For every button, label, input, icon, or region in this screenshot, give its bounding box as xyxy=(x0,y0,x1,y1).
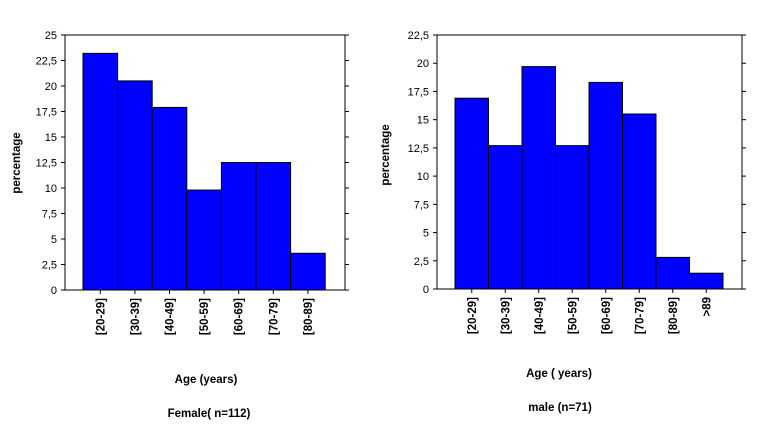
female-y-tick-label: 5 xyxy=(51,234,57,246)
male-x-tick-label: [70-79] xyxy=(634,297,646,334)
female-y-tick-label: 15 xyxy=(45,132,57,144)
female-bar xyxy=(220,162,257,291)
female-bar xyxy=(290,252,326,291)
male-y-axis-label: percentage xyxy=(380,124,392,185)
female-y-tick-label: 25 xyxy=(45,30,57,42)
female-bar xyxy=(151,106,188,291)
male-bar xyxy=(588,81,623,290)
female-x-tick-label: [60-69] xyxy=(234,298,246,335)
female-x-tick-label: [80-89] xyxy=(303,298,315,335)
male-y-tick-label: 5 xyxy=(423,228,429,240)
male-x-ticks: [20-29] [30-39] [40-49] [50-59] [60-69] [70-7… xyxy=(467,289,713,334)
female-y-ticks: 0 2,5 5 7,5 10 12,5 15 17,5 20 22,5 25 xyxy=(36,30,349,297)
female-x-tick-label: [50-59] xyxy=(199,298,211,335)
female-plot-frame xyxy=(64,34,346,291)
male-caption: male (n=71) xyxy=(528,402,592,414)
female-y-tick-label: 20 xyxy=(45,81,57,93)
male-y-tick-label: 12,5 xyxy=(408,143,429,155)
male-y-tick-label: 20 xyxy=(417,58,429,70)
female-x-axis-label: Age (years) xyxy=(175,374,238,386)
female-x-tick-label: [30-39] xyxy=(130,298,142,335)
male-bars xyxy=(454,66,724,290)
male-x-tick-label: [40-49] xyxy=(534,297,546,334)
female-y-tick-label: 2,5 xyxy=(42,260,57,272)
female-bar xyxy=(117,80,153,291)
female-y-tick-label: 12,5 xyxy=(36,158,57,170)
male-y-tick-label: 10 xyxy=(417,171,429,183)
male-y-tick-label: 17,5 xyxy=(408,86,429,98)
female-bar xyxy=(255,162,292,291)
male-y-ticks: 0 2,5 5 7,5 10 12,5 15 17,5 20 22,5 xyxy=(408,30,746,296)
female-x-tick-label: [70-79] xyxy=(268,298,280,335)
male-x-tick-label: [80-89] xyxy=(668,297,680,334)
female-y-tick-label: 22,5 xyxy=(36,56,57,68)
female-caption: Female( n=112) xyxy=(168,408,251,420)
male-y-tick-label: 7,5 xyxy=(414,199,429,211)
male-x-tick-label: [30-39] xyxy=(500,297,512,334)
male-x-axis-label: Age ( years) xyxy=(526,368,592,380)
female-x-tick-label: [20-29] xyxy=(95,298,107,335)
male-bar xyxy=(689,272,724,290)
male-y-tick-label: 0 xyxy=(423,284,429,296)
male-bar xyxy=(655,256,690,290)
female-chart: 0 2,5 5 7,5 10 12,5 15 17,5 20 22,5 25 [20-29] [30-… xyxy=(11,30,349,420)
male-bar xyxy=(521,66,556,290)
male-x-tick-label: >89 xyxy=(701,297,713,317)
male-bar xyxy=(488,145,523,290)
male-x-tick-label: [20-29] xyxy=(467,297,479,334)
male-x-tick-label: [60-69] xyxy=(601,297,613,334)
male-x-tick-label: [50-59] xyxy=(567,297,579,334)
male-y-tick-label: 15 xyxy=(417,115,429,127)
female-y-tick-label: 7,5 xyxy=(42,209,57,221)
female-bar xyxy=(82,52,119,291)
female-x-tick-label: [40-49] xyxy=(165,298,177,335)
male-y-tick-label: 22,5 xyxy=(408,30,429,42)
female-y-tick-label: 0 xyxy=(51,285,57,297)
female-bars xyxy=(82,52,326,291)
female-y-tick-label: 17,5 xyxy=(36,107,57,119)
male-bar xyxy=(622,113,657,290)
male-bar xyxy=(454,97,489,290)
male-chart: 0 2,5 5 7,5 10 12,5 15 17,5 20 22,5 [20-29] [30-39… xyxy=(380,30,746,414)
female-y-axis-label: percentage xyxy=(11,132,23,193)
male-y-tick-label: 2,5 xyxy=(414,256,429,268)
male-bar xyxy=(555,145,590,290)
male-plot-frame xyxy=(436,34,743,290)
female-y-tick-label: 10 xyxy=(45,183,57,195)
female-x-ticks: [20-29] [30-39] [40-49] [50-59] [60-69] [70-7… xyxy=(95,290,315,335)
female-bar xyxy=(186,189,222,291)
